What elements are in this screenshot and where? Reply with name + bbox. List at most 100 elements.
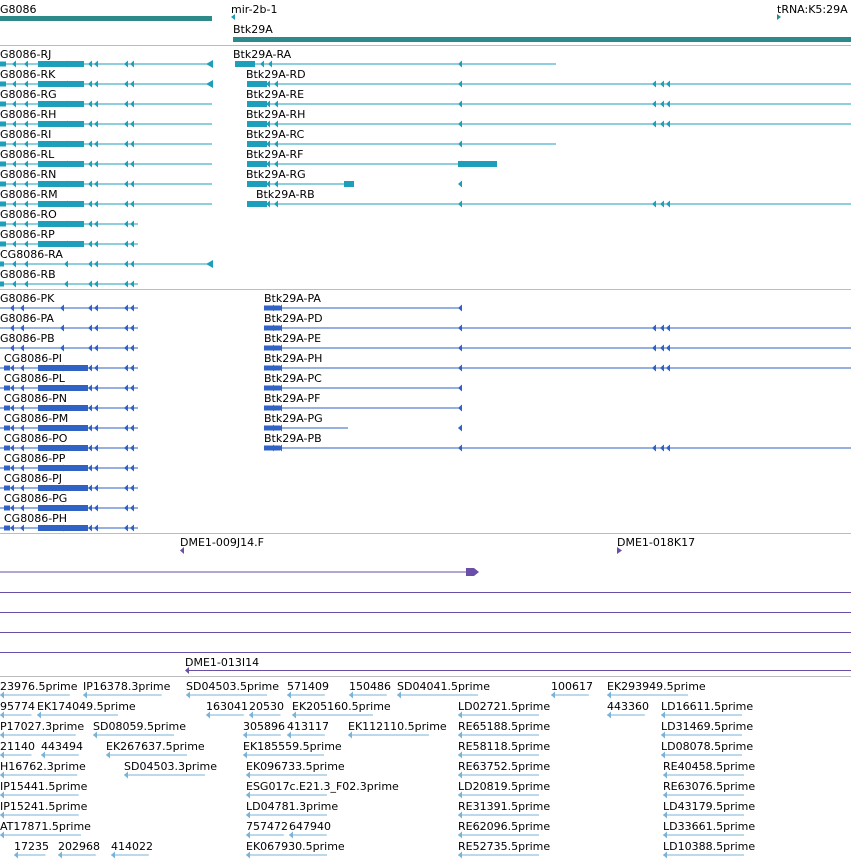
- exon-block[interactable]: [0, 201, 6, 207]
- exon-block[interactable]: [38, 101, 84, 107]
- strand-arrow-icon[interactable]: [64, 260, 68, 268]
- strand-arrow-icon[interactable]: [652, 100, 656, 108]
- strand-arrow-icon[interactable]: [666, 80, 670, 88]
- est-label[interactable]: IP15241.5prime: [0, 800, 88, 813]
- strand-arrow-icon[interactable]: [94, 484, 98, 492]
- est-label[interactable]: 100617: [551, 680, 593, 693]
- strand-arrow-icon[interactable]: [12, 80, 16, 88]
- est-label[interactable]: LD43179.5prime: [663, 800, 755, 813]
- est-label[interactable]: LD33661.5prime: [663, 820, 755, 833]
- exon-block[interactable]: [344, 181, 354, 187]
- strand-arrow-icon[interactable]: [270, 444, 274, 452]
- strand-arrow-icon[interactable]: [652, 200, 656, 208]
- strand-arrow-icon[interactable]: [660, 344, 664, 352]
- strand-arrow-icon[interactable]: [20, 504, 24, 512]
- strand-arrow-icon[interactable]: [287, 731, 291, 739]
- strand-arrow-icon[interactable]: [278, 344, 282, 352]
- strand-arrow-icon[interactable]: [124, 140, 128, 148]
- strand-arrow-icon[interactable]: [58, 851, 62, 859]
- transcript-label[interactable]: Btk29A-RA: [233, 48, 292, 61]
- strand-arrow-icon[interactable]: [94, 160, 98, 168]
- est-label[interactable]: 647940: [289, 820, 331, 833]
- strand-arrow-icon[interactable]: [94, 140, 98, 148]
- strand-arrow-icon[interactable]: [12, 140, 16, 148]
- strand-arrow-icon[interactable]: [10, 444, 14, 452]
- strand-arrow-icon[interactable]: [130, 464, 134, 472]
- strand-arrow-icon[interactable]: [458, 200, 462, 208]
- strand-arrow-icon[interactable]: [266, 180, 270, 188]
- strand-arrow-icon[interactable]: [266, 200, 270, 208]
- transcript-label[interactable]: G8086-RJ: [0, 48, 51, 61]
- est-label[interactable]: LD08078.5prime: [661, 740, 753, 753]
- est-label[interactable]: EK067930.5prime: [246, 840, 345, 853]
- strand-arrow-icon[interactable]: [666, 120, 670, 128]
- est-label[interactable]: LD16611.5prime: [661, 700, 753, 713]
- strand-arrow-icon[interactable]: [274, 80, 278, 88]
- strand-arrow-icon[interactable]: [64, 220, 68, 228]
- strand-arrow-icon[interactable]: [246, 791, 250, 799]
- strand-arrow-icon[interactable]: [666, 344, 670, 352]
- strand-end-icon[interactable]: [206, 60, 213, 68]
- strand-arrow-icon[interactable]: [186, 691, 190, 699]
- strand-arrow-icon[interactable]: [266, 120, 270, 128]
- strand-arrow-icon[interactable]: [64, 280, 68, 288]
- strand-end-icon[interactable]: [206, 260, 213, 268]
- exon-block[interactable]: [0, 101, 6, 107]
- strand-arrow-icon[interactable]: [94, 260, 98, 268]
- strand-arrow-icon[interactable]: [270, 404, 274, 412]
- est-label[interactable]: SD04503.3prime: [124, 760, 217, 773]
- strand-arrow-icon[interactable]: [206, 711, 210, 719]
- strand-arrow-icon[interactable]: [289, 831, 293, 839]
- exon-block[interactable]: [4, 465, 10, 471]
- exon-block[interactable]: [38, 161, 84, 167]
- est-label[interactable]: AT17871.5prime: [0, 820, 91, 833]
- strand-arrow-icon[interactable]: [666, 324, 670, 332]
- strand-arrow-icon[interactable]: [20, 464, 24, 472]
- strand-arrow-icon[interactable]: [652, 80, 656, 88]
- strand-arrow-icon[interactable]: [278, 324, 282, 332]
- strand-arrow-icon[interactable]: [458, 851, 462, 859]
- strand-arrow-icon[interactable]: [20, 384, 24, 392]
- strand-arrow-icon[interactable]: [660, 444, 664, 452]
- protein-label[interactable]: G8086-PB: [0, 332, 55, 345]
- exon-block[interactable]: [4, 525, 10, 531]
- strand-arrow-icon[interactable]: [94, 80, 98, 88]
- exon-block[interactable]: [0, 181, 6, 187]
- strand-arrow-icon[interactable]: [20, 524, 24, 532]
- strand-arrow-icon[interactable]: [130, 524, 134, 532]
- strand-arrow-icon[interactable]: [246, 771, 250, 779]
- exon-block[interactable]: [235, 61, 255, 67]
- exon-block[interactable]: [38, 221, 84, 227]
- strand-arrow-icon[interactable]: [661, 711, 665, 719]
- strand-arrow-icon[interactable]: [88, 240, 92, 248]
- strand-arrow-icon[interactable]: [14, 851, 18, 859]
- protein-label[interactable]: CG8086-PN: [4, 392, 67, 405]
- strand-arrow-icon[interactable]: [94, 120, 98, 128]
- exon-block[interactable]: [4, 445, 10, 451]
- strand-arrow-icon[interactable]: [274, 120, 278, 128]
- strand-arrow-icon[interactable]: [12, 200, 16, 208]
- strand-arrow-icon[interactable]: [458, 751, 462, 759]
- strand-arrow-icon[interactable]: [348, 731, 352, 739]
- protein-label[interactable]: Btk29A-PG: [264, 412, 323, 425]
- strand-arrow-icon[interactable]: [266, 160, 270, 168]
- strand-arrow-icon[interactable]: [10, 504, 14, 512]
- transcript-label[interactable]: G8086-RN: [0, 168, 56, 181]
- clone-label[interactable]: DME1-013I14: [185, 656, 259, 669]
- strand-arrow-icon[interactable]: [260, 60, 264, 68]
- strand-arrow-icon[interactable]: [278, 364, 282, 372]
- strand-arrow-icon[interactable]: [124, 404, 128, 412]
- strand-arrow-icon[interactable]: [60, 324, 64, 332]
- transcript-label[interactable]: G8086-RK: [0, 68, 56, 81]
- est-label[interactable]: EK185559.5prime: [243, 740, 342, 753]
- strand-arrow-icon[interactable]: [270, 324, 274, 332]
- strand-arrow-icon[interactable]: [60, 384, 64, 392]
- strand-arrow-icon[interactable]: [130, 140, 134, 148]
- strand-arrow-icon[interactable]: [607, 691, 611, 699]
- strand-arrow-icon[interactable]: [660, 80, 664, 88]
- strand-arrow-icon[interactable]: [88, 60, 92, 68]
- strand-arrow-icon[interactable]: [12, 240, 16, 248]
- strand-arrow-icon[interactable]: [88, 424, 92, 432]
- transcript-label[interactable]: G8086-RH: [0, 108, 56, 121]
- strand-arrow-icon[interactable]: [124, 240, 128, 248]
